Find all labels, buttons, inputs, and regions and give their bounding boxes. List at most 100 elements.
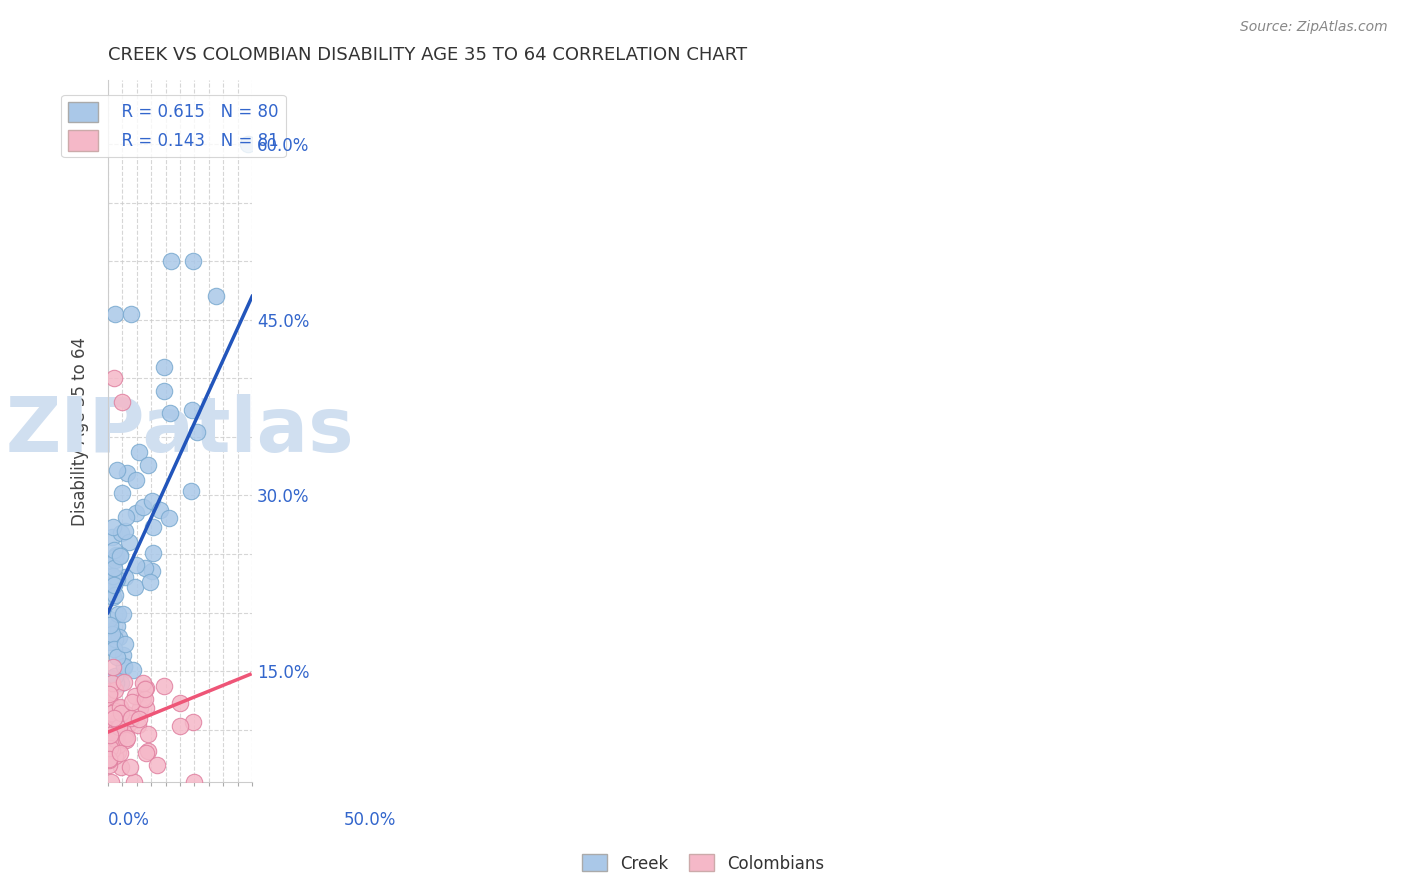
Point xyxy=(100,634,122,648)
Point xyxy=(104,723,127,737)
Point xyxy=(120,711,142,725)
Point xyxy=(98,617,121,632)
Point xyxy=(105,573,128,587)
Point xyxy=(105,650,128,665)
Point xyxy=(124,473,146,487)
Point xyxy=(114,637,136,651)
Point xyxy=(98,748,121,763)
Point xyxy=(110,548,132,562)
Point xyxy=(100,624,122,638)
Point xyxy=(98,687,121,701)
Point xyxy=(107,738,129,752)
Point xyxy=(107,630,129,644)
Point xyxy=(101,672,124,686)
Point xyxy=(101,742,124,756)
Point xyxy=(98,703,121,717)
Point xyxy=(97,723,120,737)
Point xyxy=(120,760,142,774)
Point xyxy=(97,751,120,765)
Point xyxy=(97,690,120,705)
Point xyxy=(103,578,125,592)
Point xyxy=(135,681,157,695)
Point xyxy=(104,731,127,745)
Point xyxy=(97,753,120,767)
Point xyxy=(103,711,125,725)
Point xyxy=(104,553,127,567)
Point xyxy=(141,519,163,533)
Point xyxy=(103,704,125,718)
Point xyxy=(103,543,125,558)
Point xyxy=(112,660,135,674)
Point xyxy=(105,673,128,688)
Point xyxy=(105,732,128,747)
Y-axis label: Disability Age 35 to 64: Disability Age 35 to 64 xyxy=(72,336,89,525)
Point xyxy=(97,758,120,772)
Point xyxy=(128,712,150,726)
Point xyxy=(153,679,176,693)
Point xyxy=(181,254,204,268)
Point xyxy=(186,425,208,440)
Point xyxy=(101,676,124,690)
Point xyxy=(180,483,202,498)
Point xyxy=(97,676,120,690)
Point xyxy=(131,676,153,690)
Point xyxy=(104,548,127,562)
Point xyxy=(100,671,122,685)
Point xyxy=(169,719,191,733)
Point xyxy=(115,727,138,741)
Point xyxy=(112,674,135,689)
Point xyxy=(111,648,134,662)
Text: 0.0%: 0.0% xyxy=(108,811,150,829)
Point xyxy=(98,740,121,755)
Point xyxy=(153,384,176,398)
Point xyxy=(103,720,125,734)
Point xyxy=(101,738,124,752)
Point xyxy=(103,642,125,657)
Point xyxy=(98,712,121,726)
Point xyxy=(159,406,181,420)
Point xyxy=(114,524,136,538)
Point xyxy=(128,445,150,459)
Point xyxy=(98,747,121,761)
Point xyxy=(101,530,124,544)
Point xyxy=(101,660,124,674)
Point xyxy=(110,706,132,720)
Point xyxy=(101,737,124,751)
Point xyxy=(141,565,163,579)
Point xyxy=(110,700,132,714)
Point xyxy=(98,752,121,766)
Point xyxy=(114,732,136,747)
Point xyxy=(103,590,125,604)
Point xyxy=(104,588,127,602)
Point xyxy=(115,509,138,524)
Point xyxy=(104,549,127,564)
Point xyxy=(104,748,127,763)
Point xyxy=(117,731,139,746)
Point xyxy=(149,503,172,517)
Point xyxy=(129,700,152,714)
Point xyxy=(131,500,153,515)
Point xyxy=(98,683,121,698)
Point xyxy=(118,535,141,549)
Point xyxy=(100,627,122,641)
Point xyxy=(139,574,162,589)
Legend:   R = 0.615   N = 80,   R = 0.143   N = 81: R = 0.615 N = 80, R = 0.143 N = 81 xyxy=(62,95,285,157)
Point xyxy=(122,775,145,789)
Point xyxy=(114,570,136,584)
Point xyxy=(97,588,120,602)
Point xyxy=(124,580,146,594)
Point xyxy=(183,775,205,789)
Point xyxy=(103,571,125,585)
Point xyxy=(135,700,157,714)
Point xyxy=(236,137,259,152)
Text: 50.0%: 50.0% xyxy=(344,811,396,829)
Point xyxy=(134,560,156,574)
Point xyxy=(141,493,163,508)
Point xyxy=(100,733,122,747)
Text: ZIPatlas: ZIPatlas xyxy=(6,394,354,468)
Point xyxy=(97,676,120,690)
Point xyxy=(132,691,155,706)
Point xyxy=(136,458,159,472)
Point xyxy=(104,632,127,647)
Legend: Creek, Colombians: Creek, Colombians xyxy=(575,847,831,880)
